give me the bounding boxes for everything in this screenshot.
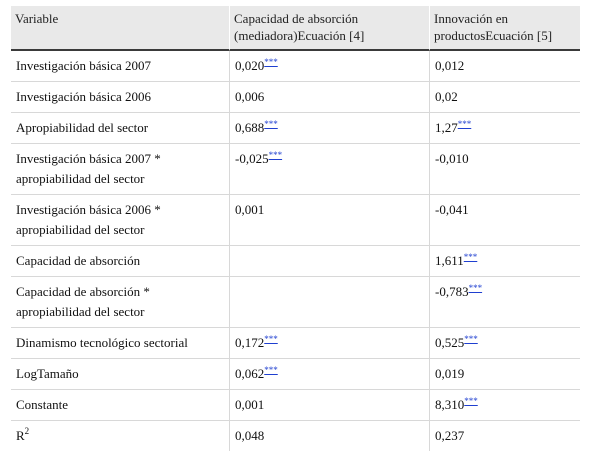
cell-innovation-value: 8,310*** — [429, 390, 580, 421]
significance-footnote-link[interactable]: *** — [468, 283, 483, 293]
table-row: Investigación básica 2006 0,006 0,02 — [11, 82, 580, 113]
cell-innovation-value: 0,012 — [429, 51, 580, 82]
variable-label: Investigación básica 2007 — [16, 58, 152, 73]
cell-variable: Investigación básica 2006 * apropiabilid… — [11, 195, 229, 246]
regression-results-table: Variable Capacidad de absorción (mediado… — [11, 6, 580, 451]
cell-variable: R2 — [11, 421, 229, 451]
variable-label: LogTamaño — [16, 366, 79, 381]
table-row: Capacidad de absorción 1,611*** — [11, 246, 580, 277]
coefficient-value: 0,172 — [235, 335, 265, 350]
coefficient-value: 0,688 — [235, 120, 265, 135]
cell-absorption-value — [229, 246, 429, 277]
cell-absorption-value: 0,020*** — [229, 51, 429, 82]
cell-innovation-value: 0,525*** — [429, 328, 580, 359]
cell-innovation-value: 1,611*** — [429, 246, 580, 277]
significance-footnote-link[interactable]: *** — [264, 334, 278, 344]
cell-variable: Apropiabilidad del sector — [11, 113, 229, 144]
cell-variable: Capacidad de absorción — [11, 246, 229, 277]
significance-footnote-link[interactable]: *** — [457, 119, 472, 129]
coefficient-value: 0,237 — [435, 428, 465, 443]
table-row: Investigación básica 2007 * apropiabilid… — [11, 144, 580, 195]
coefficient-value: -0,783 — [435, 284, 469, 299]
coefficient-value: 0,02 — [435, 89, 458, 104]
cell-variable: LogTamaño — [11, 359, 229, 390]
coefficient-value: 1,27 — [435, 120, 458, 135]
coefficient-value: 0,019 — [435, 366, 465, 381]
cell-innovation-value: -0,010 — [429, 144, 580, 195]
coefficient-value: 0,048 — [235, 428, 265, 443]
cell-variable: Dinamismo tecnológico sectorial — [11, 328, 229, 359]
cell-innovation-value: -0,783*** — [429, 277, 580, 328]
coefficient-value: 0,020 — [235, 58, 265, 73]
significance-footnote-link[interactable]: *** — [464, 334, 478, 344]
significance-footnote-link[interactable]: *** — [464, 396, 478, 406]
cell-innovation-value: -0,041 — [429, 195, 580, 246]
variable-label: Capacidad de absorción — [16, 253, 141, 268]
variable-label: Investigación básica 2006 — [16, 89, 152, 104]
variable-label: Constante — [16, 397, 68, 412]
r-squared-label: R — [16, 428, 25, 443]
cell-innovation-value: 0,019 — [429, 359, 580, 390]
significance-footnote-link[interactable]: *** — [463, 252, 478, 262]
variable-label: Dinamismo tecnológico sectorial — [16, 335, 188, 350]
cell-variable: Investigación básica 2007 * apropiabilid… — [11, 144, 229, 195]
cell-variable: Investigación básica 2006 — [11, 82, 229, 113]
table-row: Dinamismo tecnológico sectorial 0,172*** 0… — [11, 328, 580, 359]
cell-absorption-value: -0,025*** — [229, 144, 429, 195]
variable-label: Investigación básica 2007 * apropiabilid… — [16, 151, 161, 186]
significance-footnote-link[interactable]: *** — [264, 119, 278, 129]
cell-innovation-value: 1,27*** — [429, 113, 580, 144]
coefficient-value: -0,025 — [235, 151, 269, 166]
variable-label: Investigación básica 2006 * apropiabilid… — [16, 202, 161, 237]
table-row: Investigación básica 2006 * apropiabilid… — [11, 195, 580, 246]
table-row: Capacidad de absorción * apropiabilidad … — [11, 277, 580, 328]
coefficient-value: 0,006 — [235, 89, 265, 104]
cell-absorption-value: 0,048 — [229, 421, 429, 451]
significance-footnote-link[interactable]: *** — [264, 57, 278, 67]
cell-innovation-value: 0,02 — [429, 82, 580, 113]
cell-absorption-value: 0,062*** — [229, 359, 429, 390]
coefficient-value: 0,012 — [435, 58, 465, 73]
header-variable: Variable — [11, 6, 229, 51]
cell-absorption-value — [229, 277, 429, 328]
table-header-row: Variable Capacidad de absorción (mediado… — [11, 6, 580, 51]
variable-label: Apropiabilidad del sector — [16, 120, 149, 135]
coefficient-value: 8,310 — [435, 397, 465, 412]
table-row: R2 0,048 0,237 — [11, 421, 580, 451]
table-row: LogTamaño 0,062*** 0,019 — [11, 359, 580, 390]
significance-footnote-link[interactable]: *** — [264, 365, 278, 375]
header-absorption-capacity: Capacidad de absorción (mediadora)Ecuaci… — [229, 6, 429, 51]
cell-absorption-value: 0,001 — [229, 195, 429, 246]
r-squared-superscript: 2 — [24, 426, 30, 436]
coefficient-value: 1,611 — [435, 253, 464, 268]
table-row: Constante 0,001 8,310*** — [11, 390, 580, 421]
coefficient-value: 0,525 — [435, 335, 465, 350]
cell-absorption-value: 0,001 — [229, 390, 429, 421]
table-row: Apropiabilidad del sector 0,688*** 1,27*** — [11, 113, 580, 144]
cell-variable: Investigación básica 2007 — [11, 51, 229, 82]
cell-absorption-value: 0,172*** — [229, 328, 429, 359]
coefficient-value: -0,041 — [435, 202, 469, 217]
cell-absorption-value: 0,006 — [229, 82, 429, 113]
coefficient-value: 0,062 — [235, 366, 265, 381]
coefficient-value: 0,001 — [235, 397, 265, 412]
variable-label: Capacidad de absorción * apropiabilidad … — [16, 284, 150, 319]
significance-footnote-link[interactable]: *** — [268, 150, 283, 160]
cell-innovation-value: 0,237 — [429, 421, 580, 451]
cell-variable: Capacidad de absorción * apropiabilidad … — [11, 277, 229, 328]
cell-variable: Constante — [11, 390, 229, 421]
coefficient-value: -0,010 — [435, 151, 469, 166]
cell-absorption-value: 0,688*** — [229, 113, 429, 144]
header-product-innovation: Innovación en productosEcuación [5] — [429, 6, 580, 51]
coefficient-value: 0,001 — [235, 202, 265, 217]
table-row: Investigación básica 2007 0,020*** 0,012 — [11, 51, 580, 82]
